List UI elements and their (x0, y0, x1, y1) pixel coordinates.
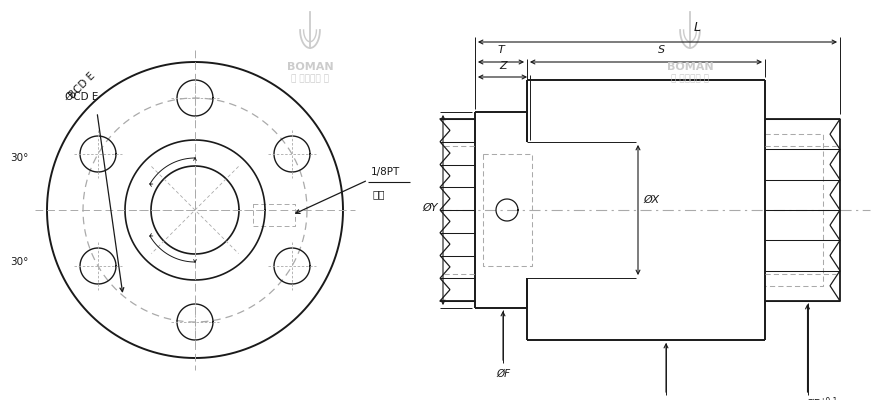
Text: L: L (694, 21, 701, 34)
Text: 一 勃曼工业 一: 一 勃曼工业 一 (291, 74, 329, 83)
Text: 油孔: 油孔 (372, 189, 385, 199)
Text: ØD: ØD (805, 399, 822, 400)
Text: ØX: ØX (643, 195, 659, 205)
Text: BCD E: BCD E (67, 70, 97, 100)
Text: ØF: ØF (496, 369, 510, 379)
Text: ØY: ØY (422, 203, 438, 213)
Text: 30°: 30° (11, 257, 29, 267)
Text: BOMAN: BOMAN (287, 62, 334, 72)
Text: T: T (497, 45, 504, 55)
Text: 一 勃曼工业 一: 一 勃曼工业 一 (671, 74, 709, 83)
Text: ØCD E: ØCD E (65, 92, 99, 102)
Text: BOMAN: BOMAN (667, 62, 714, 72)
Text: 1/8PT: 1/8PT (371, 167, 400, 177)
Text: 30°: 30° (11, 153, 29, 163)
Text: +0.1: +0.1 (819, 397, 838, 400)
Text: Z: Z (499, 61, 507, 71)
Text: S: S (657, 45, 664, 55)
